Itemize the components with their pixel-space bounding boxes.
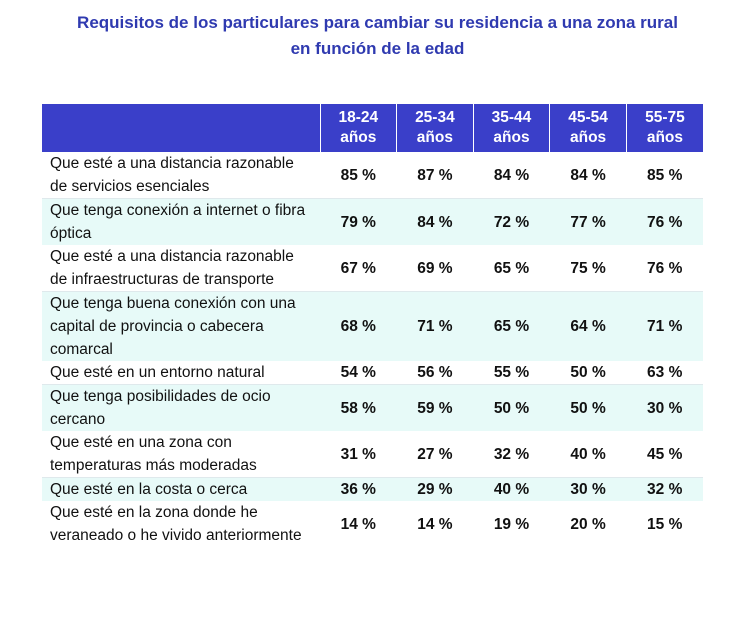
row-label: Que esté en la costa o cerca: [42, 477, 320, 501]
header-age-unit: años: [340, 129, 377, 146]
header-age-range: 25-34: [415, 109, 455, 126]
header-age-unit: años: [569, 129, 607, 146]
row-value: 14 %: [417, 515, 453, 533]
row-value: 67 %: [320, 245, 397, 292]
row-value: 87 %: [396, 152, 474, 199]
page-title: Requisitos de los particulares para camb…: [0, 10, 755, 62]
row-value: 84 %: [473, 152, 550, 199]
row-label: Que esté a una distancia razonable de se…: [42, 152, 320, 199]
row-value: 65 %: [473, 291, 550, 361]
row-value: 30 %: [549, 477, 627, 501]
row-label: Que esté en la zona donde he veraneado o…: [50, 504, 302, 544]
table-row: Que esté a una distancia razonable de in…: [42, 245, 703, 292]
table-row: Que tenga buena conexión con una capital…: [42, 291, 703, 361]
table-row: Que esté a una distancia razonable de se…: [42, 152, 703, 199]
header-age-range: 35-44: [491, 109, 532, 126]
row-value: 84 %: [396, 198, 474, 245]
row-value: 29 %: [396, 477, 474, 501]
header-age-35-44: 35-44 años: [473, 104, 551, 152]
row-value: 54 %: [320, 361, 397, 385]
row-value: 75 %: [549, 245, 627, 292]
header-age-range: 18-24: [338, 109, 379, 126]
table-row: Que tenga conexión a internet o fibra óp…: [42, 198, 703, 245]
row-value: 76 %: [626, 198, 703, 245]
row-value: 15 %: [647, 515, 683, 533]
row-value: 72 %: [473, 198, 550, 245]
row-value: 14 %: [340, 515, 376, 533]
table-row: Que esté en una zona con temperaturas má…: [42, 431, 703, 478]
row-label: Que esté en una zona con temperaturas má…: [42, 431, 320, 478]
row-value: 19 %: [493, 515, 530, 533]
row-value: 65 %: [473, 245, 550, 292]
table-row: Que esté en la costa o cerca 36 % 29 % 4…: [42, 477, 703, 501]
row-value: 36 %: [320, 477, 397, 501]
title-line-2: en función de la edad: [290, 39, 465, 58]
row-value: 84 %: [549, 152, 627, 199]
row-value: 64 %: [549, 291, 627, 361]
row-value: 20 %: [570, 515, 606, 533]
header-corner-cell: [42, 104, 321, 152]
row-value: 40 %: [473, 477, 550, 501]
row-value: 71 %: [396, 291, 474, 361]
header-age-unit: años: [493, 129, 530, 146]
row-value: 45 %: [626, 431, 703, 478]
table-body: Que esté a una distancia razonable de se…: [42, 152, 703, 547]
row-label: Que tenga posibilidades de ocio cercano: [42, 384, 320, 431]
row-value: 50 %: [473, 384, 550, 431]
header-age-55-75: 55-75 años: [626, 104, 703, 152]
table-row: Que esté en la zona donde he veraneado o…: [42, 501, 703, 547]
row-value: 32 %: [626, 477, 703, 501]
row-value: 76 %: [626, 245, 703, 292]
table-row: Que tenga posibilidades de ocio cercano …: [42, 384, 703, 431]
row-label: Que tenga conexión a internet o fibra óp…: [42, 198, 320, 245]
header-age-unit: años: [646, 129, 684, 146]
row-label: Que tenga buena conexión con una capital…: [42, 291, 320, 361]
row-value: 50 %: [549, 361, 627, 385]
row-value: 77 %: [549, 198, 627, 245]
header-age-unit: años: [416, 129, 453, 146]
header-age-45-54: 45-54 años: [549, 104, 627, 152]
title-line-1: Requisitos de los particulares para camb…: [77, 13, 678, 32]
header-age-25-34: 25-34 años: [396, 104, 474, 152]
row-value: 58 %: [320, 384, 397, 431]
row-value: 69 %: [396, 245, 474, 292]
header-age-range: 55-75: [645, 109, 685, 126]
row-value: 85 %: [320, 152, 397, 199]
table-header: 18-24 años 25-34 años 35-44 años 45-54 años …: [42, 104, 703, 152]
header-age-18-24: 18-24 años: [320, 104, 398, 152]
row-value: 59 %: [396, 384, 474, 431]
requirements-table: 18-24 años 25-34 años 35-44 años 45-54 años …: [42, 104, 703, 547]
row-value: 31 %: [320, 431, 397, 478]
header-row: 18-24 años 25-34 años 35-44 años 45-54 años …: [42, 104, 703, 152]
row-value: 85 %: [626, 152, 703, 199]
row-label: Que esté a una distancia razonable de in…: [42, 245, 320, 292]
row-value: 56 %: [396, 361, 474, 385]
header-age-range: 45-54: [568, 109, 608, 126]
row-value: 40 %: [549, 431, 627, 478]
row-label: Que esté en un entorno natural: [42, 361, 320, 385]
row-value: 30 %: [626, 384, 703, 431]
row-value: 32 %: [473, 431, 550, 478]
table-row: Que esté en un entorno natural 54 % 56 %…: [42, 361, 703, 385]
row-value: 71 %: [626, 291, 703, 361]
row-value: 63 %: [626, 361, 703, 385]
row-value: 55 %: [473, 361, 550, 385]
row-value: 27 %: [396, 431, 474, 478]
row-value: 68 %: [320, 291, 397, 361]
row-value: 79 %: [320, 198, 397, 245]
row-value: 50 %: [549, 384, 627, 431]
